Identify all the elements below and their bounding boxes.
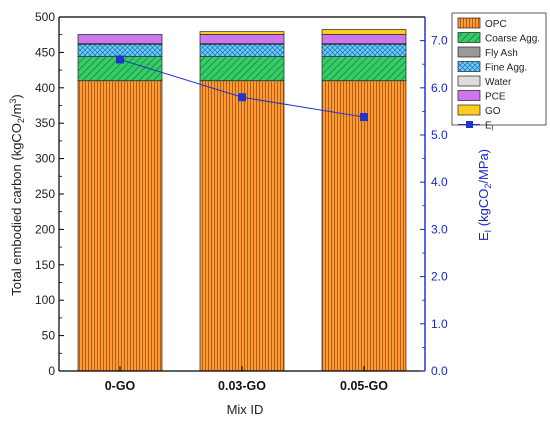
y-tick-label: 200 bbox=[35, 222, 55, 236]
y2-tick-label: 5.0 bbox=[431, 128, 448, 142]
legend: OPC Coarse Agg. Fly Ash Fine Agg. Water PCE GO… bbox=[451, 12, 547, 133]
bar-segment-go bbox=[199, 31, 285, 35]
ei-marker bbox=[238, 93, 246, 102]
legend-line-marker bbox=[466, 121, 473, 128]
legend-label: GO bbox=[485, 106, 501, 117]
y2-tick-label: 2.0 bbox=[431, 270, 448, 284]
bar-segment-fine-agg- bbox=[199, 43, 285, 57]
legend-swatch bbox=[457, 61, 481, 72]
y-axis-title: Total embodied carbon (kgCO2/m3) bbox=[8, 94, 26, 296]
y2-tick-label: 7.0 bbox=[431, 34, 448, 48]
legend-label: Coarse Agg. bbox=[485, 34, 540, 45]
axes-layer: 0 50 100 150 200 250 300 350 400 450 500 0.0 1.0 2.0 3… bbox=[35, 10, 448, 393]
bar-segment-opc bbox=[321, 80, 407, 372]
legend-swatch bbox=[457, 17, 481, 29]
legend-label: EI bbox=[485, 121, 494, 133]
y-tick-label: 250 bbox=[35, 187, 55, 201]
bar-segment-pce bbox=[321, 34, 407, 45]
legend-swatch bbox=[457, 75, 481, 87]
bar-segment-pce bbox=[77, 34, 163, 45]
bar-segment-opc bbox=[77, 80, 163, 372]
x-tick-label: 0.03-GO bbox=[218, 379, 266, 393]
y-tick-label: 500 bbox=[35, 10, 55, 24]
legend-swatch bbox=[457, 104, 481, 116]
bars-layer bbox=[77, 29, 407, 372]
legend-swatch bbox=[457, 32, 481, 43]
y2-tick-label: 1.0 bbox=[431, 317, 448, 331]
legend-swatch bbox=[457, 46, 481, 58]
legend-label: Fly Ash bbox=[485, 48, 518, 59]
y-tick-label: 50 bbox=[42, 329, 56, 343]
y-tick-label: 450 bbox=[35, 45, 55, 59]
y2-axis-title: EI (kgCO2/MPa) bbox=[476, 149, 493, 241]
legend-label: OPC bbox=[485, 19, 507, 30]
x-axis-title: Mix ID bbox=[227, 402, 264, 417]
y2-tick-label: 3.0 bbox=[431, 222, 448, 236]
y-tick-label: 100 bbox=[35, 293, 55, 307]
bar-segment-coarse-agg- bbox=[199, 56, 285, 82]
bar-segment-coarse-agg- bbox=[321, 56, 407, 82]
y-tick-label: 300 bbox=[35, 152, 55, 166]
bar-segment-fine-agg- bbox=[77, 43, 163, 57]
y2-tick-label: 0.0 bbox=[431, 364, 448, 378]
bar-segment-pce bbox=[199, 34, 285, 45]
y-tick-label: 350 bbox=[35, 116, 55, 130]
bar-segment-opc bbox=[199, 80, 285, 372]
line-series-layer bbox=[116, 55, 368, 122]
legend-label: Fine Agg. bbox=[485, 63, 527, 74]
ei-marker bbox=[360, 113, 368, 122]
ei-marker bbox=[116, 55, 124, 64]
y2-tick-label: 6.0 bbox=[431, 81, 448, 95]
legend-swatch bbox=[457, 90, 481, 101]
bar-segment-fine-agg- bbox=[321, 43, 407, 57]
x-tick-label: 0.05-GO bbox=[340, 379, 388, 393]
y-tick-label: 400 bbox=[35, 81, 55, 95]
bar-segment-go bbox=[321, 29, 407, 35]
y-tick-label: 0 bbox=[48, 364, 55, 378]
legend-label: Water bbox=[485, 77, 512, 88]
x-tick-label: 0-GO bbox=[105, 379, 136, 393]
y2-tick-label: 4.0 bbox=[431, 175, 448, 189]
legend-label: PCE bbox=[485, 92, 506, 103]
y-tick-label: 150 bbox=[35, 258, 55, 272]
